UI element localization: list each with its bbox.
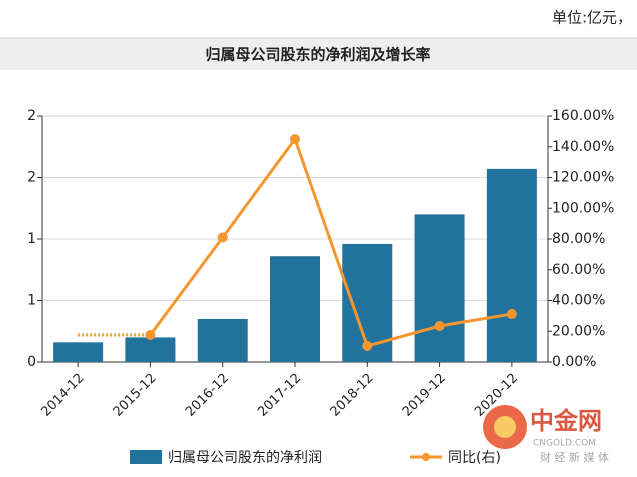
legend-label: 同比(右) xyxy=(448,450,501,466)
x-tick-label: 2017-12 xyxy=(255,371,304,420)
y2-tick-label: 120.00% xyxy=(552,170,614,186)
y2-tick-label: 0.00% xyxy=(552,354,596,370)
y-tick-label: 1 xyxy=(27,293,36,309)
y-tick-label: 0 xyxy=(27,354,36,370)
x-tick-label: 2019-12 xyxy=(400,371,449,420)
watermark: 中金网 CNGOLD.COM 财 经 新 媒 体 xyxy=(483,405,609,464)
point xyxy=(290,134,300,145)
y-tick-label: 1 xyxy=(27,231,36,247)
y2-tick-label: 60.00% xyxy=(552,262,605,278)
point xyxy=(217,232,228,243)
bar xyxy=(53,342,104,362)
point xyxy=(506,309,517,320)
y2-tick-label: 100.00% xyxy=(552,200,614,216)
bar xyxy=(125,337,176,362)
legend-swatch xyxy=(130,450,162,464)
legend-swatch xyxy=(422,453,430,461)
logo-text: 中金网 xyxy=(530,407,602,435)
legend-label: 归属母公司股东的净利润 xyxy=(168,449,322,466)
bar xyxy=(414,214,465,362)
bar xyxy=(486,168,537,362)
x-tick-label: 2015-12 xyxy=(111,371,160,420)
y2-tick-label: 40.00% xyxy=(552,293,605,309)
y-tick-label: 2 xyxy=(27,170,36,186)
logo-slogan: 财 经 新 媒 体 xyxy=(540,450,609,464)
y2-tick-label: 80.00% xyxy=(552,231,605,247)
logo-icon xyxy=(494,416,516,438)
y2-tick-label: 160.00% xyxy=(552,108,614,124)
x-tick-label: 2014-12 xyxy=(38,371,87,420)
point xyxy=(362,341,373,352)
logo-site: CNGOLD.COM xyxy=(533,439,596,449)
bar xyxy=(197,318,248,362)
chart-title: 归属母公司股东的净利润及增长率 xyxy=(205,46,430,64)
x-tick-label: 2018-12 xyxy=(328,371,377,420)
y2-tick-label: 140.00% xyxy=(552,139,614,155)
point xyxy=(434,321,445,332)
y-tick-label: 2 xyxy=(27,108,36,124)
y2-tick-label: 20.00% xyxy=(552,323,605,339)
unit-label: 单位:亿元， xyxy=(552,9,632,27)
point xyxy=(145,329,156,340)
x-tick-label: 2016-12 xyxy=(183,371,232,420)
title-band xyxy=(0,38,637,70)
bar xyxy=(270,256,320,362)
line xyxy=(149,135,513,348)
